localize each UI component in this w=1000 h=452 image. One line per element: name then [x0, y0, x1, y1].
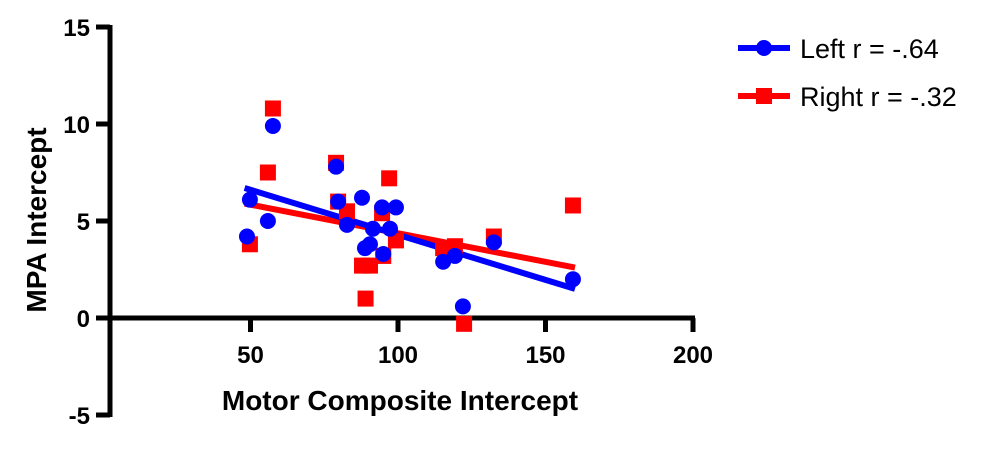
legend-label: Right r = -.32 [800, 82, 957, 112]
data-point-left [264, 117, 281, 134]
y-tick-label: 15 [63, 15, 90, 42]
data-point-left [328, 158, 345, 175]
x-tick-label: 200 [673, 342, 713, 369]
fit-line-left [243, 185, 576, 292]
data-point-right [564, 197, 581, 214]
data-point-left [364, 220, 381, 237]
data-point-right [361, 257, 378, 274]
y-tick-label: 5 [77, 209, 90, 236]
legend-marker-square [756, 88, 772, 104]
legend: Left r = -.64 Right r = -.32 [738, 34, 957, 112]
y-tick-label: -5 [69, 403, 90, 430]
data-point-left [435, 253, 452, 270]
data-point-left [238, 228, 255, 245]
data-point-right [264, 100, 281, 117]
data-point-left [564, 271, 581, 288]
legend-label: Left r = -.64 [800, 34, 939, 64]
data-point-left [485, 234, 502, 251]
data-point-left [382, 220, 399, 237]
data-point-left [354, 189, 371, 206]
data-point-right [259, 164, 276, 181]
y-tick-label: 0 [77, 306, 90, 333]
y-tick-label: 10 [63, 112, 90, 139]
data-point-left [387, 199, 404, 216]
data-point-left [375, 245, 392, 262]
x-tick-label: 100 [378, 342, 418, 369]
data-point-left [241, 191, 258, 208]
legend-marker-circle [756, 40, 772, 56]
data-point-left [454, 298, 471, 315]
data-point-right [456, 315, 473, 332]
data-point-left [259, 213, 276, 229]
data-point-left [361, 236, 378, 253]
y-axis-label: MPA Intercept [21, 127, 52, 312]
x-axis-label: Motor Composite Intercept [222, 385, 578, 416]
data-point-right [357, 290, 374, 307]
x-tick-label: 150 [525, 342, 565, 369]
data-point-right [381, 170, 398, 187]
x-tick-label: 50 [237, 342, 264, 369]
data-point-left [338, 216, 355, 233]
data-point-left [374, 199, 391, 216]
data-point-left [446, 247, 463, 264]
data-point-left [330, 193, 347, 210]
